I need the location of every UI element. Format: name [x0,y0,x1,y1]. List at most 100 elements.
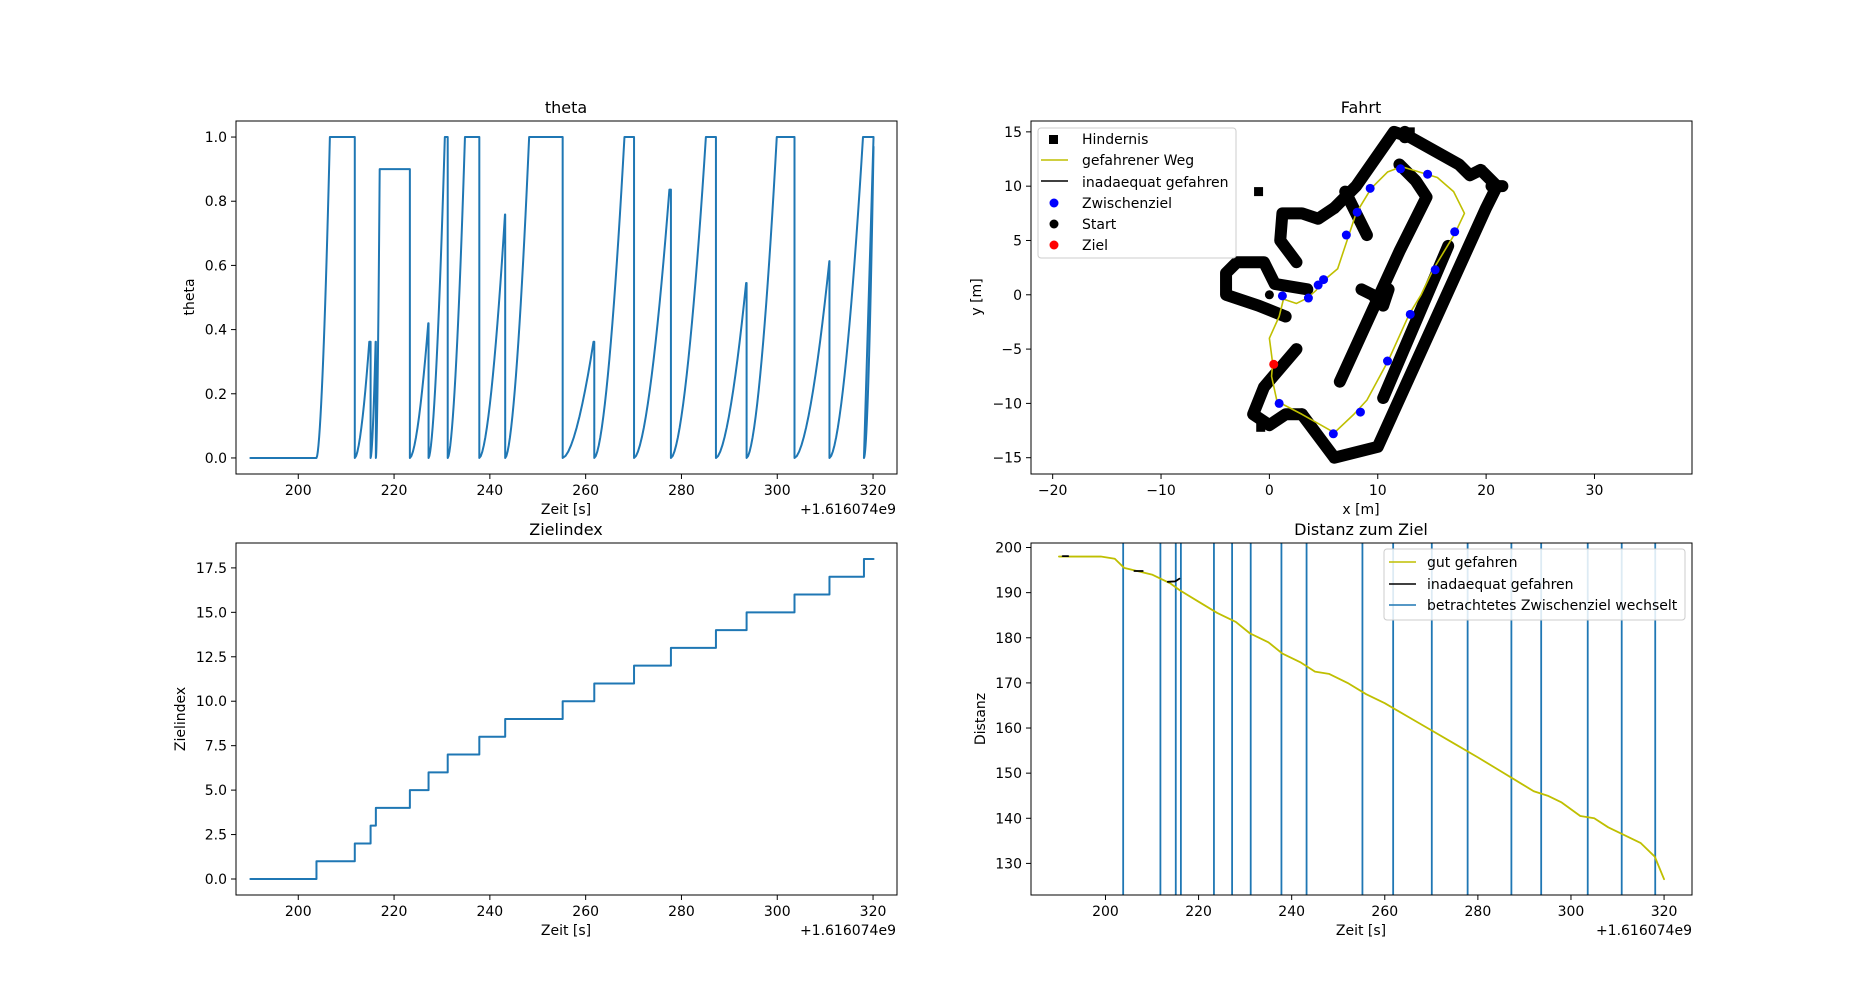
waypoint-dot [1277,291,1287,301]
y-tick-label: −5 [1001,342,1022,358]
waypoint-dot [1405,309,1415,319]
waypoint-dot [1396,164,1406,174]
x-tick-label: 0 [1265,483,1274,499]
zielindex-x-ticks: 200 220 240 260 280 300 320 [285,895,886,920]
y-tick-label: 10 [1004,179,1022,195]
y-tick-label: 0.8 [205,194,227,210]
obstacle-cluster [1274,201,1341,269]
y-tick-label: 200 [995,541,1022,557]
theta-x-ticks: 200 220 240 260 280 300 320 [285,474,886,499]
waypoint-dot [1328,429,1338,439]
fahrt-axes-frame [1030,120,1693,475]
zielindex-plot-area [249,558,875,880]
legend-marker-zwischenziel [1049,198,1059,208]
fahrt-chart-title: Fahrt [1341,98,1382,117]
legend-label-inadaequat: inadaequat gefahren [1082,175,1229,191]
y-tick-label: 180 [995,631,1022,647]
waypoint-dot [1450,227,1460,237]
distanz-legend: gut gefahren inadaequat gefahren betrach… [1383,548,1686,621]
x-tick-label: 240 [1278,904,1305,920]
y-tick-label: 0.4 [205,323,227,339]
y-tick-label: 7.5 [205,739,227,755]
distanz-legend-box [1383,548,1686,621]
x-tick-label: 200 [285,483,312,499]
zielindex-chart-title: Zielindex [529,520,602,539]
legend-label-inadaequat-distanz: inadaequat gefahren [1427,577,1574,593]
x-tick-label: 200 [285,904,312,920]
y-tick-label: 170 [995,676,1022,692]
x-tick-label: 300 [764,904,791,920]
legend-label-gut-gefahren: gut gefahren [1427,555,1518,571]
theta-y-ticks: 0.0 0.2 0.4 0.6 0.8 1.0 [205,130,236,467]
fahrt-legend: Hindernis gefahrener Weg inadaequat gefa… [1037,127,1237,259]
zielindex-y-ticks: 0.0 2.5 5.0 7.5 10.0 12.5 15.0 17.5 [196,561,236,888]
legend-label-gefahrener-weg: gefahrener Weg [1082,153,1194,169]
x-tick-label: 240 [476,904,503,920]
fahrt-y-label: y [m] [969,278,985,315]
y-tick-label: 12.5 [196,650,227,666]
waypoint-dot [1430,265,1440,275]
waypoint-dot [1355,407,1365,417]
x-tick-label: 280 [668,904,695,920]
goal-dot [1269,359,1279,369]
y-tick-label: 0.0 [205,451,227,467]
fahrt-y-ticks: −15 −10 −5 0 5 10 15 [992,125,1031,467]
y-tick-label: 15 [1004,125,1022,141]
x-tick-label: −20 [1038,483,1068,499]
x-tick-label: 220 [1185,904,1212,920]
y-tick-label: 5 [1013,233,1022,249]
obstacle-cluster [1220,256,1314,323]
y-tick-label: 0.6 [205,258,227,274]
y-tick-label: 0.0 [205,872,227,888]
waypoint-dot [1341,230,1351,240]
y-tick-label: 1.0 [205,130,227,146]
waypoint-dot [1352,207,1362,217]
obstacle-cluster [1355,283,1395,312]
zielindex-y-label: Zielindex [173,687,189,751]
y-tick-label: 2.5 [205,828,227,844]
obstacle-point [1405,127,1415,137]
y-tick-label: 150 [995,766,1022,782]
legend-label-hindernis: Hindernis [1082,132,1148,148]
y-tick-label: 130 [995,856,1022,872]
distanz-y-ticks: 130 140 150 160 170 180 190 200 [995,541,1031,872]
zielindex-x-label: Zeit [s] [541,923,591,939]
theta-chart-title: theta [545,98,587,117]
zielindex-offset-text: +1.616074e9 [800,923,896,939]
theta-axes-frame [235,120,898,475]
fahrt-chart: Fahrt −20 −10 0 10 20 30 −15 −10 −5 0 5 10 15 x [m]… [969,98,1693,518]
y-tick-label: 17.5 [196,561,227,577]
y-tick-label: −15 [992,451,1022,467]
obstacle-point [1254,187,1264,197]
theta-chart: theta 200 220 240 260 280 300 320 0.0 0.2 0.4 0.6… [182,98,898,518]
y-tick-label: 5.0 [205,783,227,799]
distanz-axes-frame [1030,542,1693,896]
x-tick-label: 10 [1369,483,1387,499]
theta-plot-area [249,136,875,459]
distanz-chart-title: Distanz zum Ziel [1294,520,1428,539]
x-tick-label: 20 [1477,483,1495,499]
distanz-x-ticks: 200 220 240 260 280 300 320 [1092,895,1677,920]
x-tick-label: 280 [668,483,695,499]
theta-y-label: theta [182,278,198,315]
legend-label-zwischenziel: Zwischenziel [1082,196,1172,212]
obstacle-point [1329,453,1339,463]
distanz-chart: Distanz zum Ziel 200 220 240 260 280 300 320 1… [973,520,1693,939]
theta-x-label: Zeit [s] [541,502,591,518]
x-tick-label: 260 [1371,904,1398,920]
legend-marker-hindernis [1049,135,1058,144]
obstacle-cluster [1247,343,1308,432]
x-tick-label: 280 [1465,904,1492,920]
zielindex-chart: Zielindex 200 220 240 260 280 300 320 0.0 2.5 5.… [173,520,898,939]
legend-marker-start [1049,219,1059,229]
fahrt-x-ticks: −20 −10 0 10 20 30 [1038,474,1603,499]
distanz-offset-text: +1.616074e9 [1596,923,1692,939]
waypoint-dot [1365,183,1375,193]
x-tick-label: 260 [572,904,599,920]
x-tick-label: 300 [764,483,791,499]
x-tick-label: 240 [476,483,503,499]
obstacle-point [1256,422,1266,432]
x-tick-label: 300 [1558,904,1585,920]
waypoint-dot [1303,293,1313,303]
